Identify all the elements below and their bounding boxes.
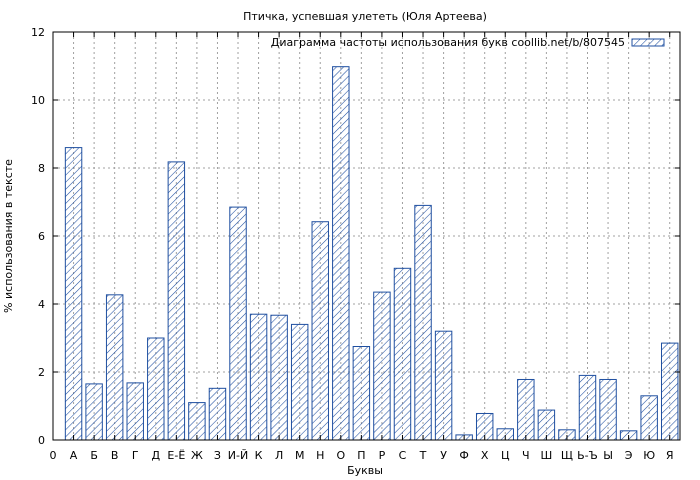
x-tick-label: Ф <box>459 449 468 462</box>
y-tick-label: 8 <box>38 162 45 175</box>
legend-swatch <box>631 38 665 47</box>
x-tick-label: 0 <box>50 449 57 462</box>
bar-И-Й <box>229 206 247 441</box>
x-tick-label: С <box>399 449 407 462</box>
y-tick-label: 10 <box>31 94 45 107</box>
y-tick-label: 6 <box>38 230 45 243</box>
x-tick-label: Е-Ё <box>167 449 185 462</box>
legend: Диаграмма частоты использования букв coo… <box>271 36 665 49</box>
y-tick-label: 0 <box>38 434 45 447</box>
bar-М <box>290 323 309 441</box>
x-tick-label: Л <box>275 449 283 462</box>
x-tick-label: З <box>214 449 221 462</box>
bar-П <box>352 346 371 441</box>
x-tick-label: Э <box>625 449 633 462</box>
x-tick-label: Р <box>379 449 386 462</box>
bar-Л <box>270 314 288 441</box>
x-tick-label: О <box>336 449 345 462</box>
x-tick-label: Т <box>419 449 427 462</box>
bar-Е-Ё <box>167 161 186 441</box>
bar-Г <box>126 382 144 441</box>
bar-Б <box>85 383 103 441</box>
x-tick-label: К <box>255 449 263 462</box>
x-tick-label: Г <box>132 449 139 462</box>
x-tick-label: Ц <box>501 449 510 462</box>
legend-label: Диаграмма частоты использования букв coo… <box>271 36 625 49</box>
x-tick-labels: 0 А Б В Г Д Е-Ё Ж З И-Й К Л М Н О П Р С Т У Ф Х Ц Ч Ш Щ Ь-Ъ Ы Э Ю Я <box>50 32 674 462</box>
bar-Н <box>311 221 329 441</box>
bar-Ь-Ъ <box>578 374 597 441</box>
bar-Ч <box>517 378 535 441</box>
bar-Д <box>147 337 165 441</box>
bar-Ы <box>599 378 617 441</box>
bar-К <box>249 313 268 441</box>
x-tick-label: Ж <box>191 449 203 462</box>
x-tick-label: Ш <box>540 449 552 462</box>
x-tick-label: У <box>440 449 447 462</box>
y-axis-label: % использования в тексте <box>2 159 15 313</box>
x-tick-label: Ю <box>643 449 655 462</box>
x-tick-label: Ы <box>603 449 613 462</box>
bar-О <box>332 66 350 441</box>
bar-Ж <box>188 402 206 441</box>
bar-Т <box>414 204 432 441</box>
chart-title: Птичка, успевшая улететь (Юля Артеева) <box>243 10 487 23</box>
bar-З <box>208 387 227 441</box>
bar-С <box>393 267 412 441</box>
bars <box>64 66 679 441</box>
y-tick-label: 12 <box>31 26 45 39</box>
bar-Ю <box>640 395 658 441</box>
bar-У <box>434 330 453 441</box>
x-tick-label: А <box>70 449 78 462</box>
x-tick-label: Б <box>90 449 98 462</box>
x-tick-label: Щ <box>561 449 573 462</box>
bar-Я <box>660 342 679 441</box>
bar-Р <box>373 291 391 441</box>
x-tick-label: П <box>357 449 365 462</box>
y-tick-labels: 0 2 4 6 8 10 12 <box>31 26 680 447</box>
x-tick-label: М <box>295 449 305 462</box>
y-tick-label: 4 <box>38 298 45 311</box>
x-tick-label: Ч <box>522 449 530 462</box>
y-tick-label: 2 <box>38 366 45 379</box>
x-axis-label: Буквы <box>347 464 383 477</box>
x-tick-label: В <box>111 449 119 462</box>
bar-В <box>105 294 124 441</box>
x-tick-label: Д <box>151 449 160 462</box>
bar-А <box>64 147 83 441</box>
x-tick-label: Х <box>481 449 489 462</box>
x-tick-label: Ь-Ъ <box>577 449 598 462</box>
x-tick-label: И-Й <box>228 449 248 462</box>
x-tick-label: Я <box>666 449 674 462</box>
x-tick-label: Н <box>316 449 324 462</box>
